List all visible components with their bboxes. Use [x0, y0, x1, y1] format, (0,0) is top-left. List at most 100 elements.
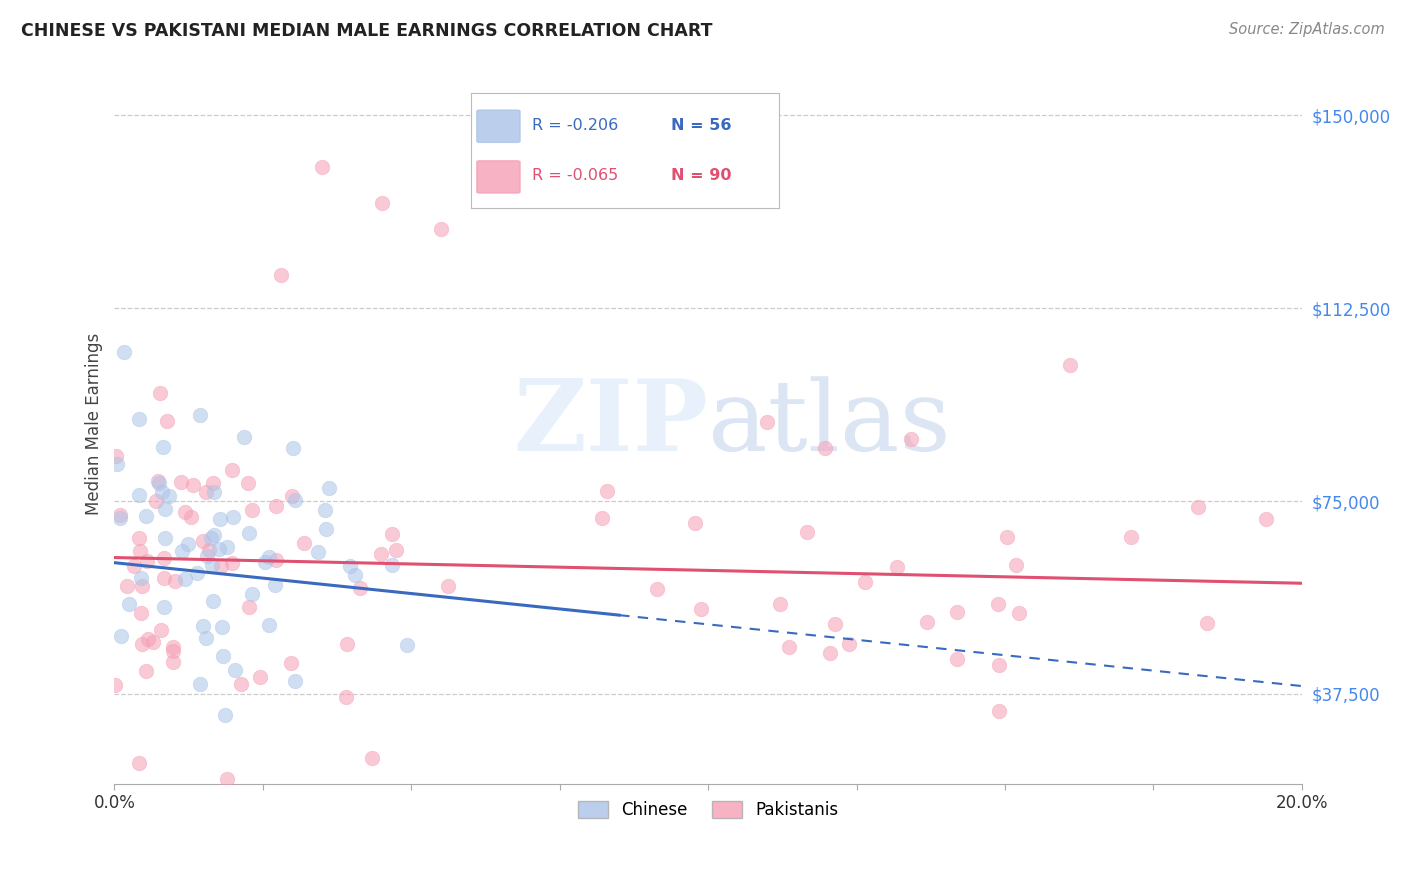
Point [214, 707, 236, 722]
Point [148, 475, 170, 490]
Point [437, 579, 460, 593]
Point [200, 531, 222, 545]
Point [195, 632, 218, 646]
Point [824, 617, 846, 632]
Point [311, 160, 333, 174]
Text: CHINESE VS PAKISTANI MEDIAN MALE EARNINGS CORRELATION CHART: CHINESE VS PAKISTANI MEDIAN MALE EARNING… [21, 22, 713, 40]
Point [233, 430, 256, 444]
Point [177, 537, 200, 551]
Point [173, 505, 195, 519]
Point [156, 414, 179, 428]
Point [195, 485, 218, 500]
Point [1119, 530, 1142, 544]
Point [900, 432, 922, 446]
Point [1256, 512, 1278, 526]
Point [104, 678, 127, 692]
Point [1059, 358, 1081, 372]
Point [229, 677, 252, 691]
Point [162, 644, 184, 658]
Point [242, 503, 264, 517]
Point [131, 637, 153, 651]
Point [814, 441, 837, 455]
Point [131, 606, 153, 620]
Point [209, 559, 232, 574]
Point [596, 483, 619, 498]
Legend: Chinese, Pakistanis: Chinese, Pakistanis [571, 794, 845, 826]
Point [135, 664, 157, 678]
Point [128, 411, 150, 425]
Point [915, 615, 938, 630]
Point [110, 511, 132, 525]
Point [796, 525, 818, 540]
Point [105, 449, 128, 463]
Point [259, 549, 281, 564]
Point [292, 536, 315, 550]
Point [349, 581, 371, 595]
Point [188, 676, 211, 690]
Point [238, 525, 260, 540]
Point [315, 522, 337, 536]
Point [314, 503, 336, 517]
Text: atlas: atlas [709, 376, 950, 472]
Point [153, 550, 176, 565]
Point [201, 558, 224, 573]
Point [221, 463, 243, 477]
Point [193, 619, 215, 633]
Point [370, 547, 392, 561]
Point [645, 582, 668, 596]
Point [264, 553, 287, 567]
Point [215, 772, 238, 786]
Point [946, 605, 969, 619]
Point [181, 478, 204, 492]
Point [995, 530, 1018, 544]
Y-axis label: Median Male Earnings: Median Male Earnings [86, 333, 103, 515]
Point [430, 221, 453, 235]
Point [769, 598, 792, 612]
Point [150, 485, 173, 500]
Point [685, 516, 707, 530]
Point [281, 490, 304, 504]
Point [318, 481, 340, 495]
Point [172, 543, 194, 558]
Point [1195, 616, 1218, 631]
Point [208, 542, 231, 557]
Point [336, 636, 359, 650]
Point [112, 345, 135, 359]
Point [117, 579, 139, 593]
Point [135, 509, 157, 524]
Point [153, 531, 176, 545]
Point [149, 385, 172, 400]
Point [212, 648, 235, 663]
Point [339, 558, 361, 573]
Point [149, 624, 172, 638]
Point [131, 579, 153, 593]
Point [343, 568, 366, 582]
Point [221, 556, 243, 570]
Point [689, 602, 711, 616]
Point [360, 751, 382, 765]
Point [1004, 558, 1026, 572]
Point [162, 655, 184, 669]
Point [886, 560, 908, 574]
Point [591, 511, 613, 525]
Point [240, 586, 263, 600]
Point [238, 599, 260, 614]
Point [335, 690, 357, 704]
Point [202, 485, 225, 500]
Point [170, 475, 193, 490]
Point [987, 705, 1010, 719]
Point [987, 658, 1010, 673]
Point [224, 663, 246, 677]
Point [174, 572, 197, 586]
Point [145, 494, 167, 508]
Point [281, 441, 304, 455]
Point [307, 545, 329, 559]
Point [778, 640, 800, 655]
Point [257, 618, 280, 632]
Point [1007, 606, 1029, 620]
Point [385, 543, 408, 558]
Point [191, 534, 214, 549]
Point [238, 476, 260, 491]
Point [155, 501, 177, 516]
Point [201, 594, 224, 608]
